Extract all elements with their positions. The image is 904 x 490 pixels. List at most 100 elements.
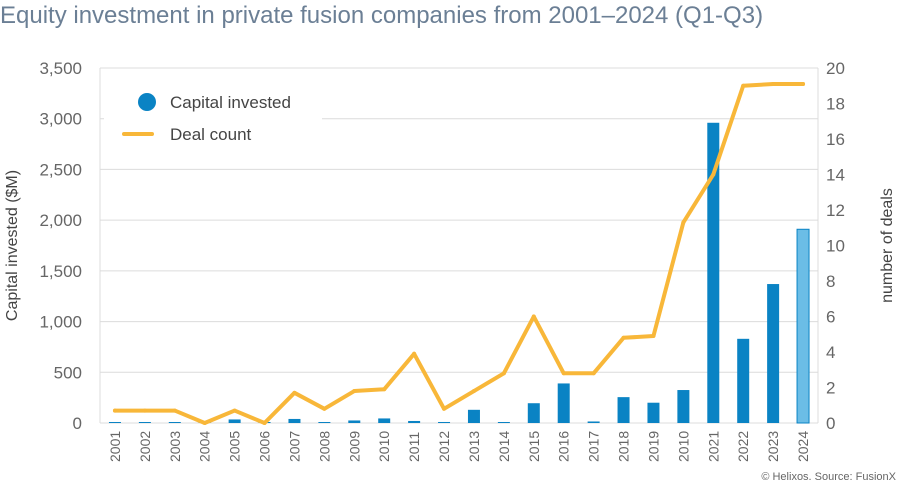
x-tick-label: 2010	[376, 431, 392, 462]
y2-tick-label: 12	[826, 201, 845, 220]
line-point	[471, 389, 476, 394]
x-tick-label: 2006	[257, 431, 273, 462]
line-point	[412, 351, 417, 356]
bar	[408, 420, 421, 423]
bar	[527, 403, 540, 423]
x-tick-label: 2011	[406, 432, 422, 462]
y2-tick-label: 6	[826, 308, 835, 327]
source-credit: © Helixos. Source: FusionX	[761, 471, 896, 483]
x-tick-label: 2008	[316, 431, 332, 462]
x-tick-label: 2002	[137, 431, 153, 462]
bar	[587, 421, 600, 423]
y2-tick-label: 20	[826, 59, 845, 78]
bar	[438, 421, 451, 423]
x-tick-label: 2012	[436, 431, 452, 462]
line-point	[172, 408, 177, 413]
x-tick-label: 2013	[466, 431, 482, 462]
y-tick-label: 1,000	[39, 313, 82, 332]
x-tick-label: 2005	[227, 431, 243, 462]
legend-label-deal: Deal count	[170, 125, 252, 144]
x-tick-label: 2009	[346, 431, 362, 462]
series-line-deal-count	[112, 81, 806, 425]
line-point	[232, 408, 237, 413]
line-point	[262, 421, 267, 425]
x-tick-label: 2021	[705, 431, 721, 462]
y2-tick-label: 8	[826, 272, 835, 291]
bar	[737, 338, 750, 423]
bar	[647, 402, 660, 423]
y2-tick-label: 10	[826, 237, 845, 256]
x-tick-label: 2019	[645, 431, 661, 462]
x-tick-label: 2024	[795, 431, 811, 462]
x-tick-label: 2007	[286, 431, 302, 462]
bar	[467, 409, 480, 423]
y2-tick-label: 4	[826, 343, 835, 362]
x-tick-label: 2017	[586, 431, 602, 462]
bar	[497, 422, 510, 423]
bar	[348, 420, 361, 423]
y-tick-label: 500	[54, 363, 82, 382]
x-tick-label: 2023	[765, 431, 781, 462]
line-point	[771, 81, 776, 86]
x-tick-label: 2003	[167, 431, 183, 462]
legend-marker-capital	[138, 93, 156, 111]
bar	[767, 284, 780, 423]
bar	[288, 418, 301, 423]
y-tick-label: 2,500	[39, 160, 82, 179]
y2-tick-label: 16	[826, 130, 845, 149]
legend-box	[104, 76, 322, 152]
bar	[138, 422, 151, 423]
y-axis-title: Capital invested ($M)	[4, 170, 21, 321]
bar	[378, 418, 391, 423]
x-tick-label: 2015	[526, 431, 542, 462]
bar	[108, 422, 121, 423]
y2-tick-label: 2	[826, 379, 835, 398]
x-tick-label: 2016	[556, 431, 572, 462]
line-point	[322, 406, 327, 411]
line-point	[352, 389, 357, 394]
y-tick-label: 1,500	[39, 262, 82, 281]
line-point	[202, 421, 207, 425]
line-point	[292, 390, 297, 395]
y-tick-label: 0	[73, 414, 82, 433]
x-tick-label: 2004	[197, 431, 213, 462]
bar	[168, 422, 181, 423]
x-tick-label: 2018	[616, 431, 632, 462]
chart-title: Equity investment in private fusion comp…	[0, 2, 764, 29]
line-point	[142, 408, 147, 413]
legend-label-capital: Capital invested	[170, 93, 291, 112]
line-point	[112, 408, 117, 413]
x-tick-label: 2014	[496, 431, 512, 462]
bar	[707, 122, 720, 424]
x-tick-label: 2010	[675, 431, 691, 462]
y2-axis-title: number of deals	[879, 188, 896, 303]
line-point	[801, 81, 806, 86]
bar	[617, 397, 630, 423]
line-point	[531, 314, 536, 319]
y-tick-label: 3,000	[39, 110, 82, 129]
y2-tick-label: 18	[826, 95, 845, 114]
y-tick-label: 3,500	[39, 59, 82, 78]
line-point	[561, 371, 566, 376]
line-point	[382, 387, 387, 392]
bar	[228, 419, 241, 423]
bar	[677, 390, 690, 423]
line-point	[501, 371, 506, 376]
line-point	[681, 220, 686, 225]
bar	[318, 422, 331, 423]
line-point	[651, 334, 656, 339]
line-point	[711, 172, 716, 177]
bar	[557, 383, 570, 423]
y2-tick-label: 14	[826, 166, 845, 185]
x-tick-label: 2001	[107, 431, 123, 462]
bar	[796, 228, 810, 424]
line-point	[442, 406, 447, 411]
y2-tick-label: 0	[826, 414, 835, 433]
line-point	[741, 83, 746, 88]
line-point	[591, 371, 596, 376]
y-tick-label: 2,000	[39, 211, 82, 230]
line-point	[621, 335, 626, 340]
x-tick-label: 2022	[735, 431, 751, 462]
